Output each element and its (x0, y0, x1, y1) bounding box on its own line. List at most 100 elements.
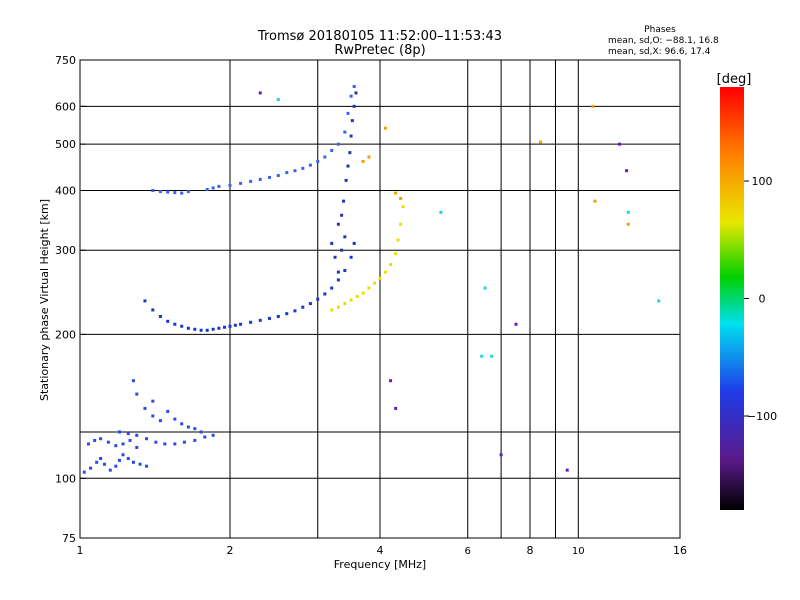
data-point (166, 190, 170, 194)
data-point (114, 464, 118, 468)
data-point (383, 270, 387, 274)
x-tick-label: 16 (673, 544, 687, 557)
data-point (151, 414, 155, 418)
data-point (342, 199, 346, 203)
data-point (349, 298, 353, 302)
data-point (186, 190, 190, 194)
data-point (336, 278, 340, 282)
data-point (346, 111, 350, 115)
data-point (99, 437, 103, 441)
data-point (394, 252, 398, 256)
data-point (186, 425, 190, 429)
stats-line-x: mean, sd,X: 96.6, 17.4 (608, 47, 711, 57)
chart-subtitle: RwPretec (8p) (334, 43, 425, 58)
data-point (228, 183, 232, 187)
data-point (276, 314, 280, 318)
data-point (352, 241, 356, 245)
data-point (352, 85, 356, 89)
data-point (154, 440, 158, 444)
data-point (217, 326, 221, 330)
data-point (361, 291, 365, 295)
data-point (330, 241, 334, 245)
data-point (193, 327, 197, 331)
data-point (82, 470, 86, 474)
data-point (349, 94, 353, 98)
scatter-points (82, 85, 661, 474)
data-point (301, 166, 305, 170)
data-point (163, 442, 167, 446)
data-point (399, 222, 403, 226)
data-point (143, 299, 147, 303)
data-point (143, 406, 147, 410)
y-tick-label: 750 (55, 54, 76, 67)
data-point (323, 292, 327, 296)
y-tick-label: 100 (55, 472, 76, 485)
data-point (626, 210, 630, 214)
data-point (316, 159, 320, 163)
data-point (173, 191, 177, 195)
data-point (483, 286, 487, 290)
data-point (383, 126, 387, 130)
data-point (626, 222, 630, 226)
data-point (121, 442, 125, 446)
data-point (158, 314, 162, 318)
colorbar-label: [deg] (717, 72, 752, 87)
y-tick-label: 300 (55, 244, 76, 257)
data-point (239, 181, 243, 185)
data-point (490, 354, 494, 358)
data-point (340, 248, 344, 252)
data-point (514, 322, 518, 326)
data-point (135, 433, 139, 437)
data-point (308, 302, 312, 306)
data-point (267, 316, 271, 320)
data-point (223, 325, 227, 329)
data-point (625, 169, 629, 173)
data-point (333, 255, 337, 259)
data-point (343, 130, 347, 134)
data-point (336, 222, 340, 226)
data-point (233, 323, 237, 327)
data-point (355, 295, 359, 299)
data-point (211, 186, 215, 190)
data-point (593, 199, 597, 203)
y-axis-label: Stationary phase Virtual Height [km] (38, 199, 51, 401)
data-point (95, 460, 99, 464)
data-point (131, 379, 135, 383)
data-point (399, 196, 403, 200)
data-point (114, 444, 118, 448)
data-point (285, 312, 289, 316)
data-point (193, 427, 197, 431)
data-point (330, 286, 334, 290)
data-point (128, 438, 132, 442)
data-point (293, 309, 297, 313)
data-point (565, 468, 569, 472)
data-point (173, 322, 177, 326)
data-point (145, 437, 149, 441)
data-point (346, 164, 350, 168)
data-point (439, 210, 443, 214)
data-point (323, 155, 327, 159)
data-point (350, 119, 354, 123)
data-point (618, 142, 622, 146)
data-point (135, 445, 139, 449)
data-point (151, 188, 155, 192)
data-point (330, 148, 334, 152)
data-point (199, 430, 203, 434)
data-point (193, 438, 197, 442)
x-minor-tick-label: 10 (572, 546, 585, 557)
colorbar-tick-label: −100 (747, 410, 777, 423)
data-point (343, 269, 347, 273)
data-point (93, 438, 97, 442)
data-point (389, 379, 393, 383)
data-point (211, 327, 215, 331)
data-point (205, 328, 209, 332)
data-point (138, 462, 142, 466)
data-point (373, 281, 377, 285)
data-point (336, 305, 340, 309)
y-tick-label: 400 (55, 184, 76, 197)
grid-lines (80, 60, 680, 538)
x-axis-label: Frequency [MHz] (334, 558, 426, 571)
y-tick-label: 600 (55, 100, 76, 113)
data-point (258, 318, 262, 322)
